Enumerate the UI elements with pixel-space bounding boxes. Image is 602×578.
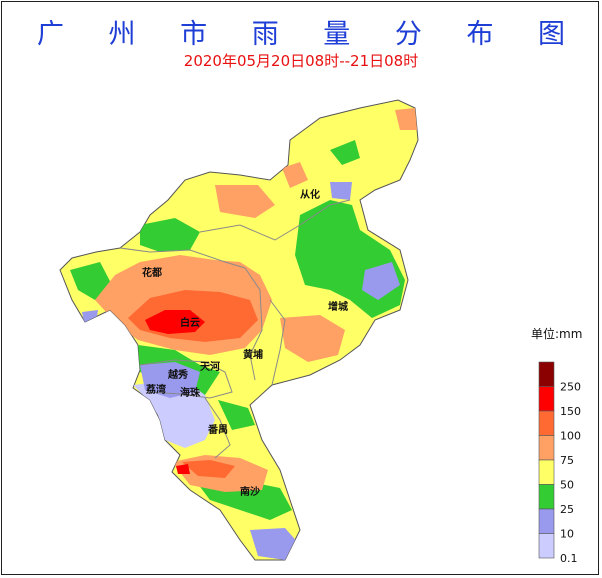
zone-orange-light-conghua bbox=[282, 162, 308, 188]
zone-blue-urban bbox=[140, 362, 200, 398]
zone-orange-light-northeast bbox=[395, 108, 418, 130]
legend-label-0: 250 bbox=[560, 381, 581, 394]
boundary-huadu-baiyun bbox=[119, 247, 246, 269]
legend-swatch-2 bbox=[538, 410, 555, 436]
label-tianhe: 天河 bbox=[200, 361, 220, 373]
legend-label-6: 10 bbox=[560, 528, 574, 541]
label-panyu: 番禺 bbox=[207, 423, 228, 436]
legend-swatch-1 bbox=[538, 386, 555, 412]
legend-label-3: 75 bbox=[560, 454, 574, 467]
zone-blue-conghua bbox=[330, 182, 352, 200]
zone-green-west bbox=[70, 262, 112, 300]
label-liwan: 荔湾 bbox=[145, 383, 166, 396]
zone-blue-huadu-spot bbox=[82, 310, 98, 322]
zone-orange-light-east bbox=[280, 315, 345, 362]
label-yuexiu: 越秀 bbox=[167, 368, 188, 381]
label-conghua: 从化 bbox=[300, 188, 320, 201]
zone-red-nansha bbox=[176, 464, 190, 474]
legend-label-7: 0.1 bbox=[560, 552, 578, 565]
zone-orange-light-north bbox=[215, 185, 275, 218]
map-title: 广 州 市 雨 量 分 布 图 bbox=[36, 19, 584, 50]
legend-swatch-4 bbox=[538, 459, 555, 485]
label-zengcheng: 增城 bbox=[328, 300, 348, 313]
legend-label-5: 25 bbox=[560, 503, 574, 516]
legend-swatch-3 bbox=[538, 435, 555, 461]
legend-label-1: 150 bbox=[560, 405, 581, 418]
label-huangpu: 黄埔 bbox=[243, 348, 263, 361]
legend-swatch-0 bbox=[538, 361, 555, 387]
rainfall-zones bbox=[70, 108, 418, 560]
zone-lavender-southwest bbox=[133, 380, 215, 448]
label-haizhu: 海珠 bbox=[180, 386, 201, 399]
district-boundaries bbox=[119, 199, 351, 459]
legend-label-2: 100 bbox=[560, 430, 581, 443]
legend-label-4: 50 bbox=[560, 479, 574, 492]
boundary-panyu bbox=[204, 397, 231, 459]
label-nansha: 南沙 bbox=[240, 485, 260, 498]
legend-swatch-6 bbox=[538, 508, 555, 534]
map-subtitle: 2020年05月20日08时--21日08时 bbox=[183, 52, 419, 70]
legend-swatch-7 bbox=[538, 533, 555, 559]
boundary-urban-core bbox=[139, 359, 233, 399]
zone-blue-zengcheng bbox=[362, 262, 400, 300]
boundary-baiyun-huangpu bbox=[244, 267, 263, 381]
boundary-conghua-south bbox=[199, 199, 351, 241]
zone-green-northwest bbox=[140, 218, 200, 252]
legend-unit-label: 单位:mm bbox=[531, 327, 583, 341]
boundary-huangpu-zengcheng bbox=[269, 299, 286, 386]
label-baiyun: 白云 bbox=[180, 316, 200, 329]
zone-green-southeast bbox=[218, 400, 255, 430]
legend-swatch-5 bbox=[538, 484, 555, 510]
zone-orange-nansha bbox=[182, 460, 235, 478]
zone-green-north bbox=[330, 140, 360, 165]
zone-blue-southtip bbox=[250, 528, 300, 560]
rainfall-legend: 250 150 100 75 50 25 10 0.1 bbox=[538, 361, 581, 565]
label-huadu: 花都 bbox=[142, 266, 162, 279]
zone-red-baiyun bbox=[145, 310, 205, 334]
